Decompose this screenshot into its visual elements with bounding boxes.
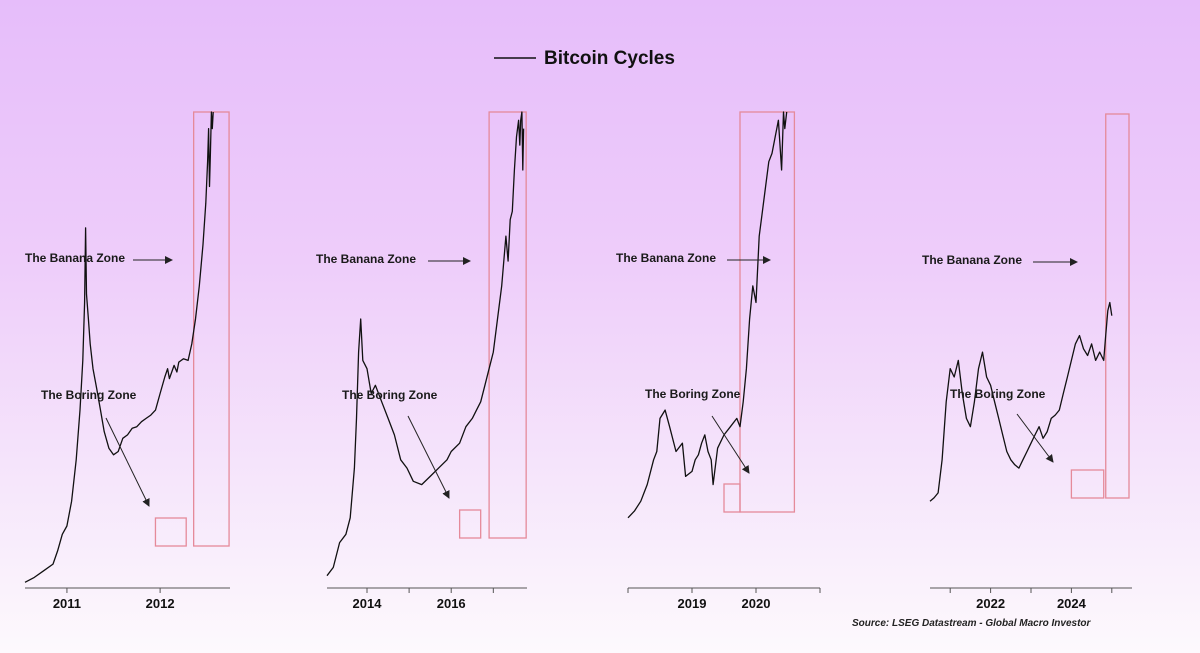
x-tick-label: 2024 [1057,596,1087,611]
boring-zone-label-3: The Boring Zone [645,387,741,401]
boring-zone-label-4: The Boring Zone [950,387,1046,401]
price-series-line-2 [326,111,525,577]
x-tick-label: 2012 [146,596,175,611]
banana-zone-box-3 [739,111,796,513]
banana-zone-label-4: The Banana Zone [922,253,1022,267]
boring-zone-box-4 [1070,469,1105,499]
banana-zone-label-2: The Banana Zone [316,252,416,266]
boring-arrow-2 [407,415,450,499]
x-tick-label: 2011 [53,596,81,611]
banana-zone-box-2 [488,111,527,539]
boring-zone-box-1 [154,517,187,547]
boring-zone-label-1: The Boring Zone [41,388,137,402]
cycle-panel-2: 2014 2016 [326,111,527,611]
boring-arrow-3 [711,415,750,474]
chart-legend: Bitcoin Cycles [494,48,675,69]
banana-zone-label-3: The Banana Zone [616,251,716,265]
x-tick-label: 2022 [976,596,1005,611]
banana-zone-label-1: The Banana Zone [25,251,125,265]
boring-zone-box-2 [458,509,482,539]
cycle-panel-1: 2011 2012 [24,111,230,611]
boring-arrow-4 [1016,413,1054,463]
source-note: Source: LSEG Datastream - Global Macro I… [852,618,1092,629]
x-tick-label: 2016 [437,596,466,611]
x-tick-label: 2020 [742,596,771,611]
price-series-line-4 [929,301,1113,502]
annotation-arrows [105,256,1078,507]
banana-zone-box-4 [1105,113,1130,499]
boring-arrow-1 [105,417,150,507]
chart-title: Bitcoin Cycles [544,48,675,69]
banana-zone-box-1 [193,111,230,547]
x-tick-label: 2019 [678,596,707,611]
boring-zone-annotations: The Boring Zone The Boring Zone The Bori… [41,387,1046,402]
boring-zone-box-3 [723,483,741,513]
x-tick-label: 2014 [353,596,383,611]
price-series-line-3 [627,111,788,519]
cycle-panel-4: 2022 2024 [929,113,1132,611]
cycle-panel-3: 2019 2020 [627,111,821,611]
price-series-line-1 [24,111,214,583]
boring-zone-label-2: The Boring Zone [342,388,438,402]
banana-zone-annotations: The Banana Zone The Banana Zone The Bana… [25,251,1022,267]
